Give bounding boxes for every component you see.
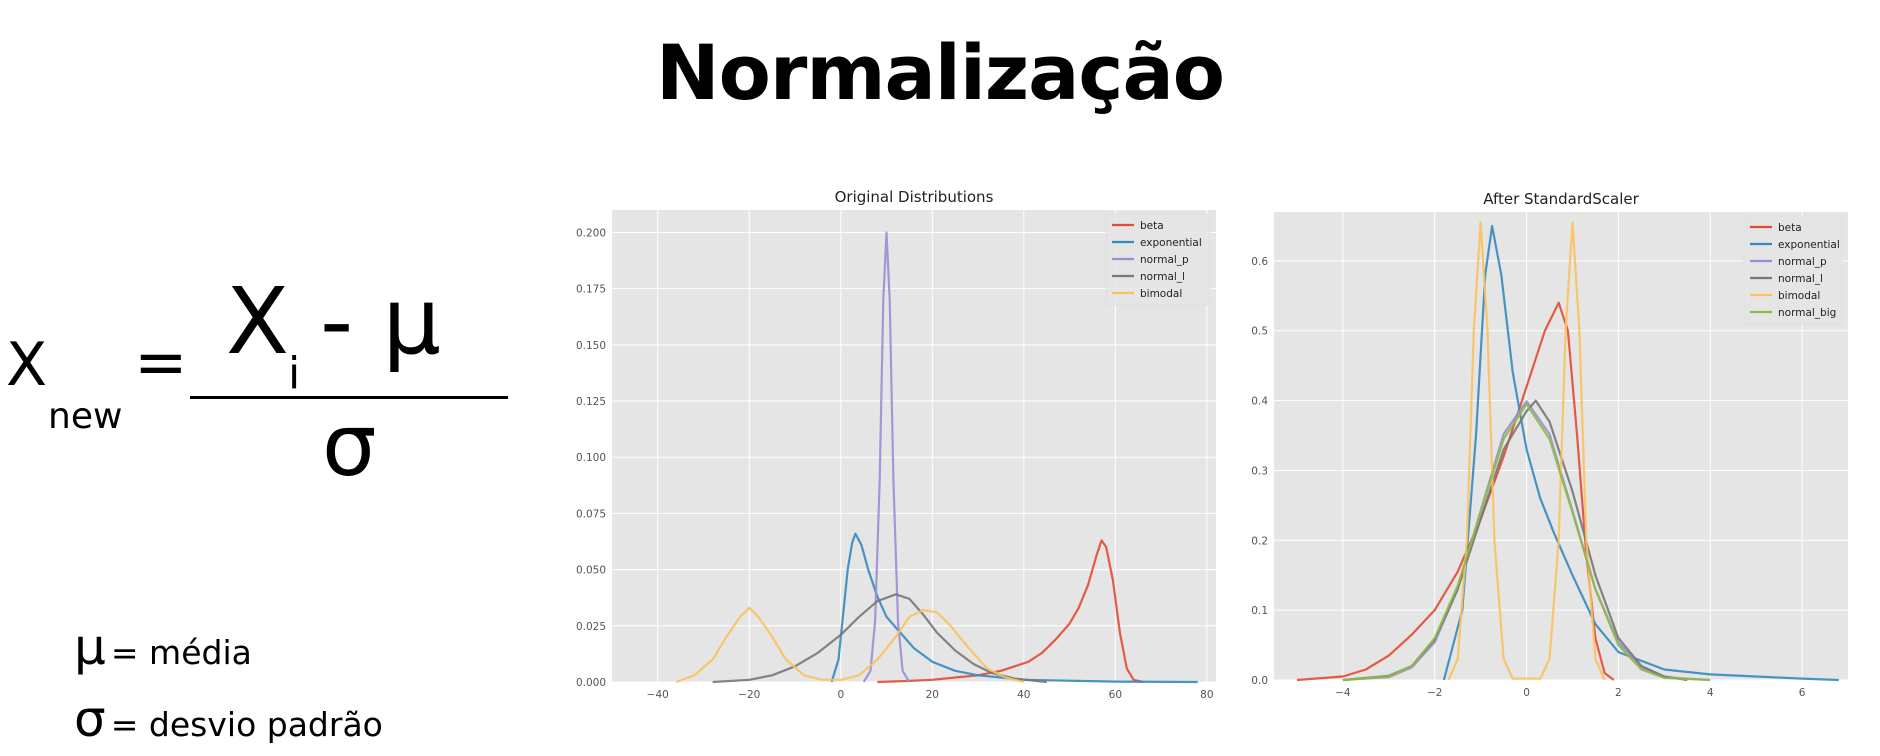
mean-text: = média	[110, 633, 252, 672]
legend-label-normal_p: normal_p	[1778, 256, 1827, 268]
x-tick-label: 6	[1799, 687, 1806, 699]
y-tick-label: 0.2	[1251, 535, 1268, 547]
formula-numerator-subscript: i	[288, 348, 301, 399]
series-line-bimodal	[1447, 221, 1606, 681]
chart-2: 0.0 0.1 0.2 0.3 0.4 0.5 0.6 −4 −2 0 2 4 6 After Stand…	[1251, 190, 1848, 699]
y-tick-label: 0.125	[576, 396, 606, 408]
y-tick-label: 0.0	[1251, 675, 1268, 687]
y-tick-label: 0.050	[576, 565, 606, 577]
page-title: Normalização	[656, 28, 1225, 117]
y-tick-label: 0.1	[1251, 605, 1268, 617]
x-tick-label: 0	[837, 689, 844, 701]
definition-std: σ = desvio padrão	[74, 690, 383, 748]
y-tick-label: 0.5	[1251, 326, 1268, 338]
legend-label-bimodal: bimodal	[1140, 288, 1182, 300]
legend-box	[1743, 215, 1843, 325]
legend-label-exponential: exponential	[1778, 239, 1840, 251]
formula-lhs: X	[6, 330, 48, 400]
x-tick-label: 0	[1523, 687, 1530, 699]
legend-label-beta: beta	[1778, 222, 1802, 234]
legend-label-normal_l: normal_l	[1778, 273, 1823, 285]
x-tick-label: −2	[1427, 687, 1442, 699]
legend-label-bimodal: bimodal	[1778, 290, 1820, 302]
legend-label-normal_l: normal_l	[1140, 271, 1185, 283]
x-tick-label: 20	[926, 689, 939, 701]
formula-lhs-subscript: new	[48, 396, 123, 437]
x-tick-label: 80	[1200, 689, 1213, 701]
x-tick-label: −20	[738, 689, 760, 701]
x-tick-label: −40	[647, 689, 669, 701]
formula-numerator-rest: - μ	[320, 268, 441, 375]
chart-title: After StandardScaler	[1483, 190, 1639, 208]
formula-denominator: σ	[322, 396, 377, 496]
y-tick-label: 0.025	[576, 621, 606, 633]
std-text: = desvio padrão	[110, 705, 383, 744]
definition-mean: μ = média	[74, 618, 252, 676]
y-tick-label: 0.150	[576, 340, 606, 352]
x-tick-label: 2	[1615, 687, 1622, 699]
series-line-normal_l	[712, 593, 1047, 684]
standardization-formula: X new = X i - μ σ	[0, 150, 560, 510]
chart-title: Original Distributions	[835, 188, 994, 206]
x-tick-label: 40	[1017, 689, 1030, 701]
legend-label-exponential: exponential	[1140, 237, 1202, 249]
y-tick-label: 0.4	[1251, 396, 1268, 408]
fraction-bar	[190, 396, 508, 399]
formula-equals: =	[134, 326, 188, 400]
series-line-normal_p	[1342, 400, 1711, 682]
mean-symbol: μ	[74, 618, 106, 676]
series-line-exponential	[830, 532, 1198, 684]
y-tick-label: 0.100	[576, 452, 606, 464]
legend-label-beta: beta	[1140, 220, 1164, 232]
legend-label-normal_p: normal_p	[1140, 254, 1189, 266]
series-line-bimodal	[675, 606, 1025, 684]
series-line-exponential	[1442, 224, 1839, 682]
y-tick-label: 0.3	[1251, 465, 1268, 477]
chart-1: 0.000 0.025 0.050 0.075 0.100 0.125 0.150 0.175…	[576, 188, 1216, 701]
y-tick-label: 0.175	[576, 284, 606, 296]
series-line-normal_p	[862, 231, 911, 683]
series-line-normal_big	[1342, 403, 1711, 682]
x-tick-label: 4	[1707, 687, 1714, 699]
y-tick-label: 0.200	[576, 227, 606, 239]
legend-label-normal_big: normal_big	[1778, 307, 1836, 319]
y-tick-label: 0.075	[576, 508, 606, 520]
y-tick-label: 0.000	[576, 677, 606, 689]
x-tick-label: −4	[1335, 687, 1351, 699]
formula-numerator-var: X	[226, 268, 290, 375]
std-symbol: σ	[74, 690, 106, 748]
series-line-beta	[877, 539, 1144, 684]
y-tick-label: 0.6	[1251, 256, 1268, 268]
x-tick-label: 60	[1109, 689, 1122, 701]
